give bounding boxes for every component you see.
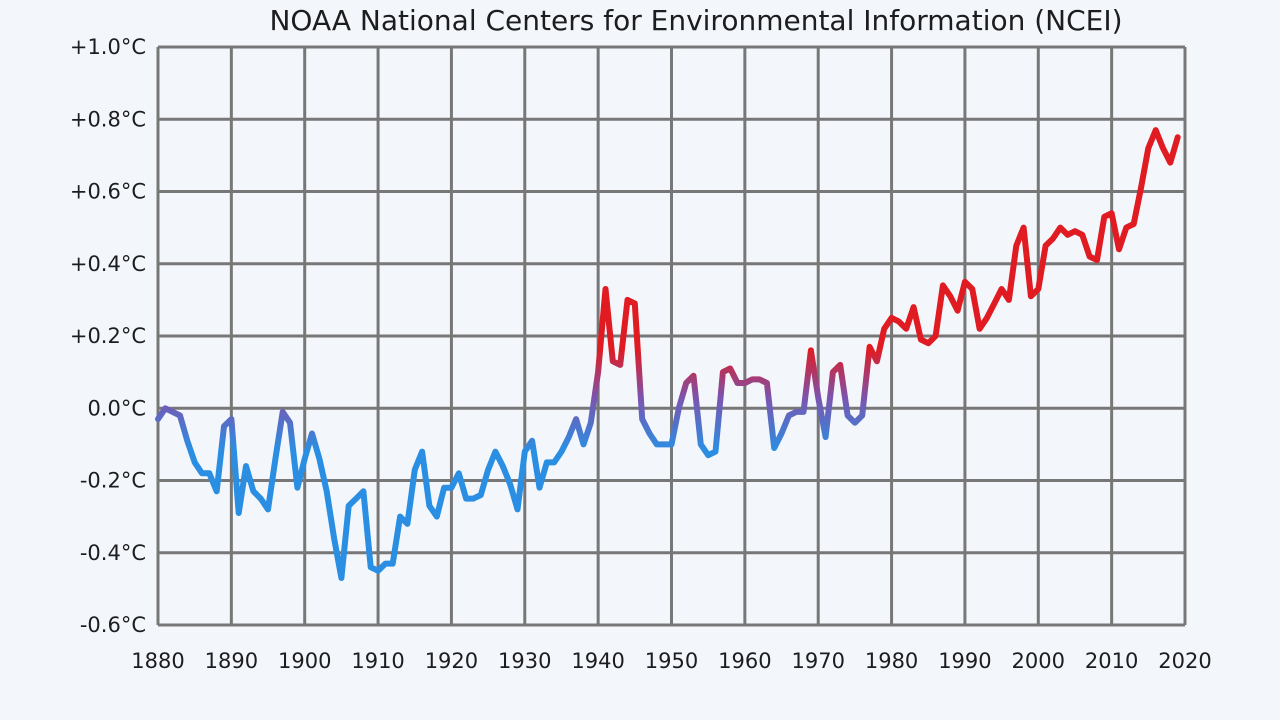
y-tick-label: +0.2°C (70, 324, 146, 348)
x-tick-label: 1900 (278, 649, 331, 673)
temperature-series (155, 127, 1181, 581)
x-tick-label: 1910 (351, 649, 404, 673)
x-tick-label: 2010 (1085, 649, 1138, 673)
y-tick-label: -0.4°C (80, 541, 146, 565)
y-tick-label: +0.6°C (70, 180, 146, 204)
chart-title: NOAA National Centers for Environmental … (269, 4, 1123, 37)
x-tick-label: 1890 (205, 649, 258, 673)
x-tick-label: 1960 (718, 649, 771, 673)
y-axis-tick-labels: +1.0°C +0.8°C +0.6°C +0.4°C +0.2°C 0.0°C -0.2°… (70, 35, 146, 637)
x-tick-label: 1920 (425, 649, 478, 673)
y-tick-label: +1.0°C (70, 35, 146, 59)
x-tick-label: 1930 (498, 649, 551, 673)
x-tick-label: 2000 (1012, 649, 1065, 673)
y-tick-label: +0.4°C (70, 252, 146, 276)
y-tick-label: +0.8°C (70, 107, 146, 131)
y-tick-label: -0.6°C (80, 613, 146, 637)
x-tick-label: 1970 (791, 649, 844, 673)
x-tick-label: 1950 (645, 649, 698, 673)
y-tick-label: 0.0°C (87, 396, 146, 420)
x-tick-label: 1990 (938, 649, 991, 673)
y-tick-label: -0.2°C (80, 469, 146, 493)
x-tick-label: 1980 (865, 649, 918, 673)
grid-lines (156, 45, 1187, 627)
x-tick-label: 1940 (571, 649, 624, 673)
x-axis-tick-labels: 1880 1890 1900 1910 1920 1930 1940 1950 1960 1970… (131, 649, 1211, 673)
temperature-anomaly-line (155, 127, 1181, 581)
x-tick-label: 2020 (1158, 649, 1211, 673)
x-tick-label: 1880 (131, 649, 184, 673)
